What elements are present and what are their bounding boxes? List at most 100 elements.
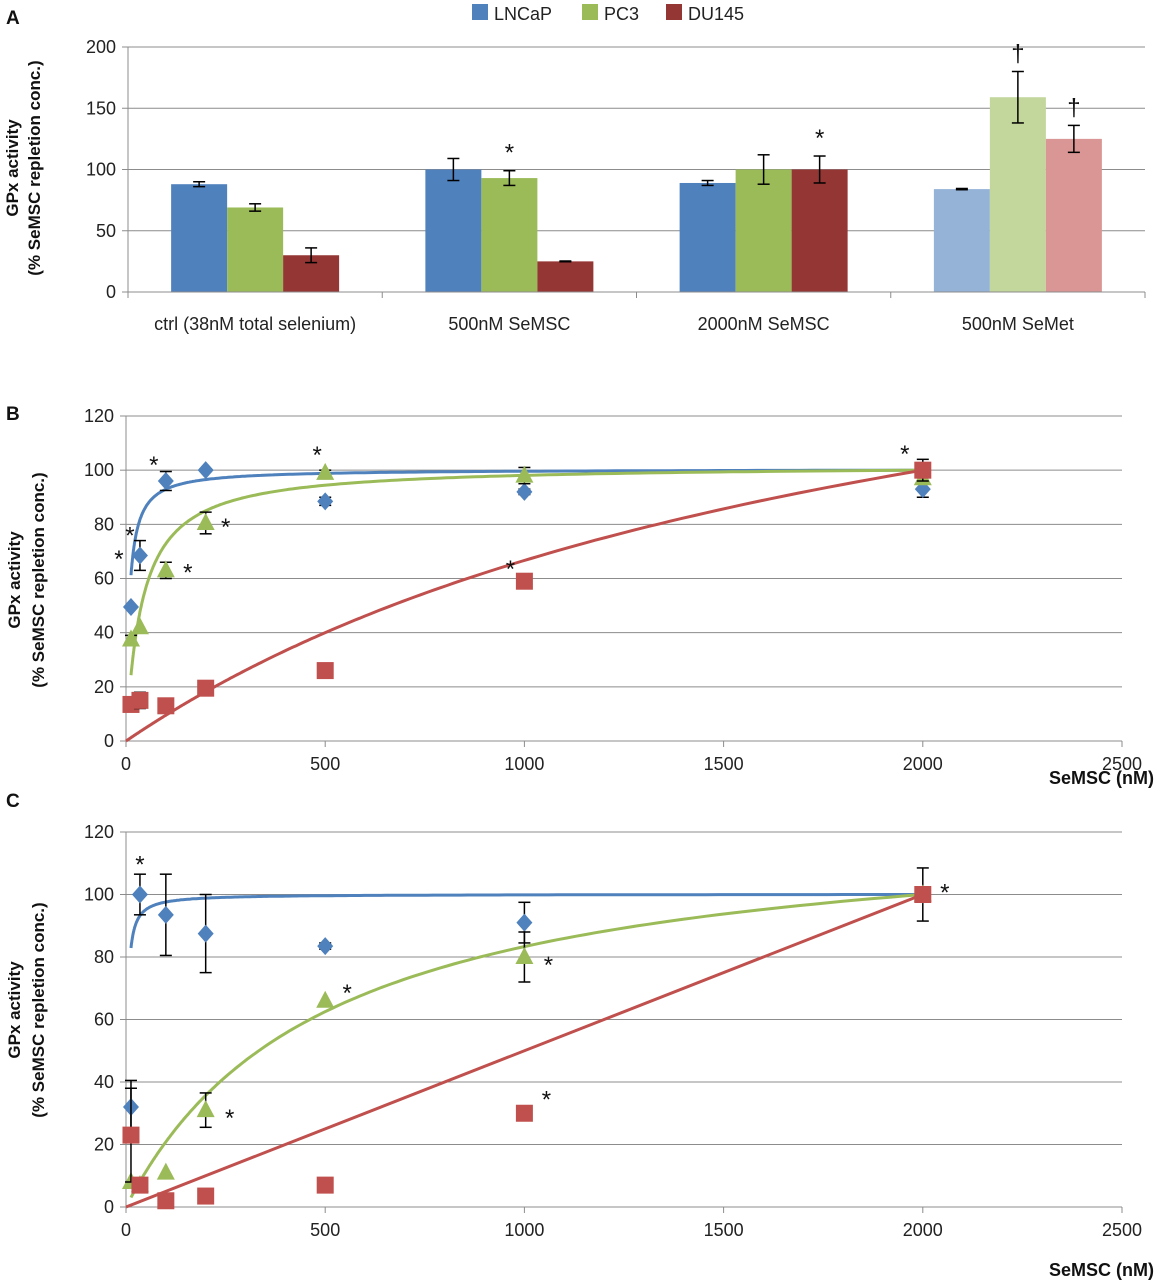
significance-marker: *	[114, 546, 123, 573]
significance-marker: *	[544, 952, 553, 979]
significance-marker: *	[135, 852, 144, 879]
data-point-lncap	[516, 913, 533, 932]
data-point-du145	[131, 1176, 149, 1194]
panel-c-x-tick-label: 2000	[903, 1220, 943, 1240]
panel-c-y-tick-label: 120	[84, 822, 114, 842]
data-point-du145	[157, 697, 175, 715]
significance-marker: †	[1067, 94, 1080, 121]
legend-swatch-du145	[666, 4, 682, 20]
panel-c-x-tick-label: 2500	[1102, 1220, 1142, 1240]
panel-b-y-tick-label: 120	[84, 406, 114, 426]
bar-pc3-ctrl-38nm-total-selenium	[227, 207, 284, 292]
panel-c-x-tick-label: 1500	[704, 1220, 744, 1240]
data-point-lncap	[317, 492, 334, 511]
bar-lncap-500nm-semet	[933, 189, 990, 292]
panel-c-scatter-chart: 0 20 40 60 80 100 120 0 500 1000 1500 2000 2500 * * * * *…	[84, 822, 1142, 1240]
legend: LNCaP PC3 DU145	[472, 4, 744, 24]
data-point-du145	[197, 679, 215, 697]
panel-c-y-tick-label: 20	[94, 1135, 114, 1155]
bar-pc3-500nm-semsc	[481, 178, 538, 292]
panel-b-y-tick-label: 100	[84, 460, 114, 480]
legend-swatch-pc3	[582, 4, 598, 20]
significance-marker: *	[125, 522, 134, 549]
data-point-lncap	[122, 597, 139, 616]
panel-a-y-tick-label: 0	[106, 282, 116, 302]
panel-b-ylabel: GPx activity	[5, 531, 24, 629]
fit-curve-lncap	[129, 893, 923, 949]
data-point-pc3	[156, 560, 175, 578]
data-point-du145	[157, 1192, 175, 1210]
significance-marker: †	[1011, 41, 1024, 68]
panel-c-y-tick-label: 0	[104, 1197, 114, 1217]
panel-c-x-tick-label: 500	[310, 1220, 340, 1240]
panel-label-c: C	[6, 791, 20, 812]
panel-b-x-tick-label: 0	[121, 754, 131, 774]
data-point-du145	[515, 572, 533, 590]
data-point-du145	[914, 886, 932, 903]
bar-pc3-2000nm-semsc	[735, 169, 792, 292]
data-point-pc3	[316, 990, 335, 1008]
data-point-pc3	[130, 617, 149, 635]
panel-label-b: B	[6, 404, 20, 425]
significance-marker: *	[506, 556, 515, 583]
panel-b-y-tick-label: 20	[94, 677, 114, 697]
panel-c-y-tick-label: 100	[84, 885, 114, 905]
panel-a-x-tick-label: ctrl (38nM total selenium)	[154, 314, 356, 334]
data-point-lncap	[131, 546, 148, 565]
data-point-lncap	[197, 461, 214, 480]
panel-a-y-tick-label: 50	[96, 221, 116, 241]
fit-curve-pc3	[129, 468, 923, 676]
significance-marker: *	[225, 1105, 234, 1132]
bar-du145-500nm-semsc	[537, 261, 594, 292]
data-point-lncap	[157, 472, 174, 490]
panel-b-x-tick-label: 1000	[504, 754, 544, 774]
significance-marker: *	[505, 140, 514, 167]
panel-c-ylabel-2: (% SeMSC repletion conc.)	[29, 902, 48, 1117]
data-point-pc3	[121, 629, 140, 647]
panel-b-ylabel-2: (% SeMSC repletion conc.)	[29, 472, 48, 687]
significance-marker: *	[940, 880, 949, 907]
data-point-du145	[197, 1187, 215, 1205]
bar-du145-2000nm-semsc	[791, 169, 848, 292]
legend-label-pc3: PC3	[604, 4, 639, 24]
panel-a-y-tick-label: 100	[86, 160, 116, 180]
data-point-lncap	[516, 482, 533, 501]
bar-lncap-500nm-semsc	[425, 169, 482, 292]
panel-c-ylabel: GPx activity	[5, 961, 24, 1059]
panel-a-x-tick-label: 500nM SeMet	[962, 314, 1074, 334]
panel-a-ylabel-2: (% SeMSC repletion conc.)	[25, 60, 44, 275]
panel-b-y-tick-label: 80	[94, 514, 114, 534]
bar-du145-500nm-semet	[1045, 138, 1102, 292]
panel-a-x-tick-label: 2000nM SeMSC	[698, 314, 830, 334]
significance-marker: *	[343, 980, 352, 1007]
significance-marker: *	[542, 1086, 551, 1113]
data-point-pc3	[156, 1162, 175, 1180]
panel-b-y-tick-label: 60	[94, 569, 114, 589]
panel-b-x-tick-label: 1500	[704, 754, 744, 774]
panel-a-x-tick-label: 500nM SeMSC	[448, 314, 570, 334]
panel-b-x-tick-label: 2000	[903, 754, 943, 774]
data-point-lncap	[317, 937, 334, 956]
panel-a-y-tick-label: 200	[86, 37, 116, 57]
panel-a-y-tick-label: 150	[86, 98, 116, 118]
legend-label-lncap: LNCaP	[494, 4, 552, 24]
significance-marker: *	[183, 559, 192, 586]
panel-b-xlabel: SeMSC (nM)	[1049, 768, 1154, 788]
fit-curve-lncap	[129, 468, 923, 576]
panel-b-x-tick-label: 2500	[1102, 754, 1142, 774]
panel-c-y-tick-label: 60	[94, 1010, 114, 1030]
panel-label-a: A	[6, 8, 20, 29]
data-point-lncap	[197, 924, 214, 943]
significance-marker: *	[815, 125, 824, 152]
significance-marker: *	[900, 441, 909, 468]
significance-marker: *	[221, 514, 230, 541]
legend-swatch-lncap	[472, 4, 488, 20]
bar-lncap-ctrl-38nm-total-selenium	[171, 184, 228, 292]
panel-a-bar-chart: 0 50 100 150 200 ctrl (38nM total selenium) 50…	[86, 37, 1146, 334]
data-point-du145	[122, 1126, 140, 1144]
data-point-pc3	[196, 512, 215, 530]
data-point-pc3	[515, 465, 534, 483]
panel-b-y-tick-label: 40	[94, 623, 114, 643]
panel-c-x-tick-label: 1000	[504, 1220, 544, 1240]
